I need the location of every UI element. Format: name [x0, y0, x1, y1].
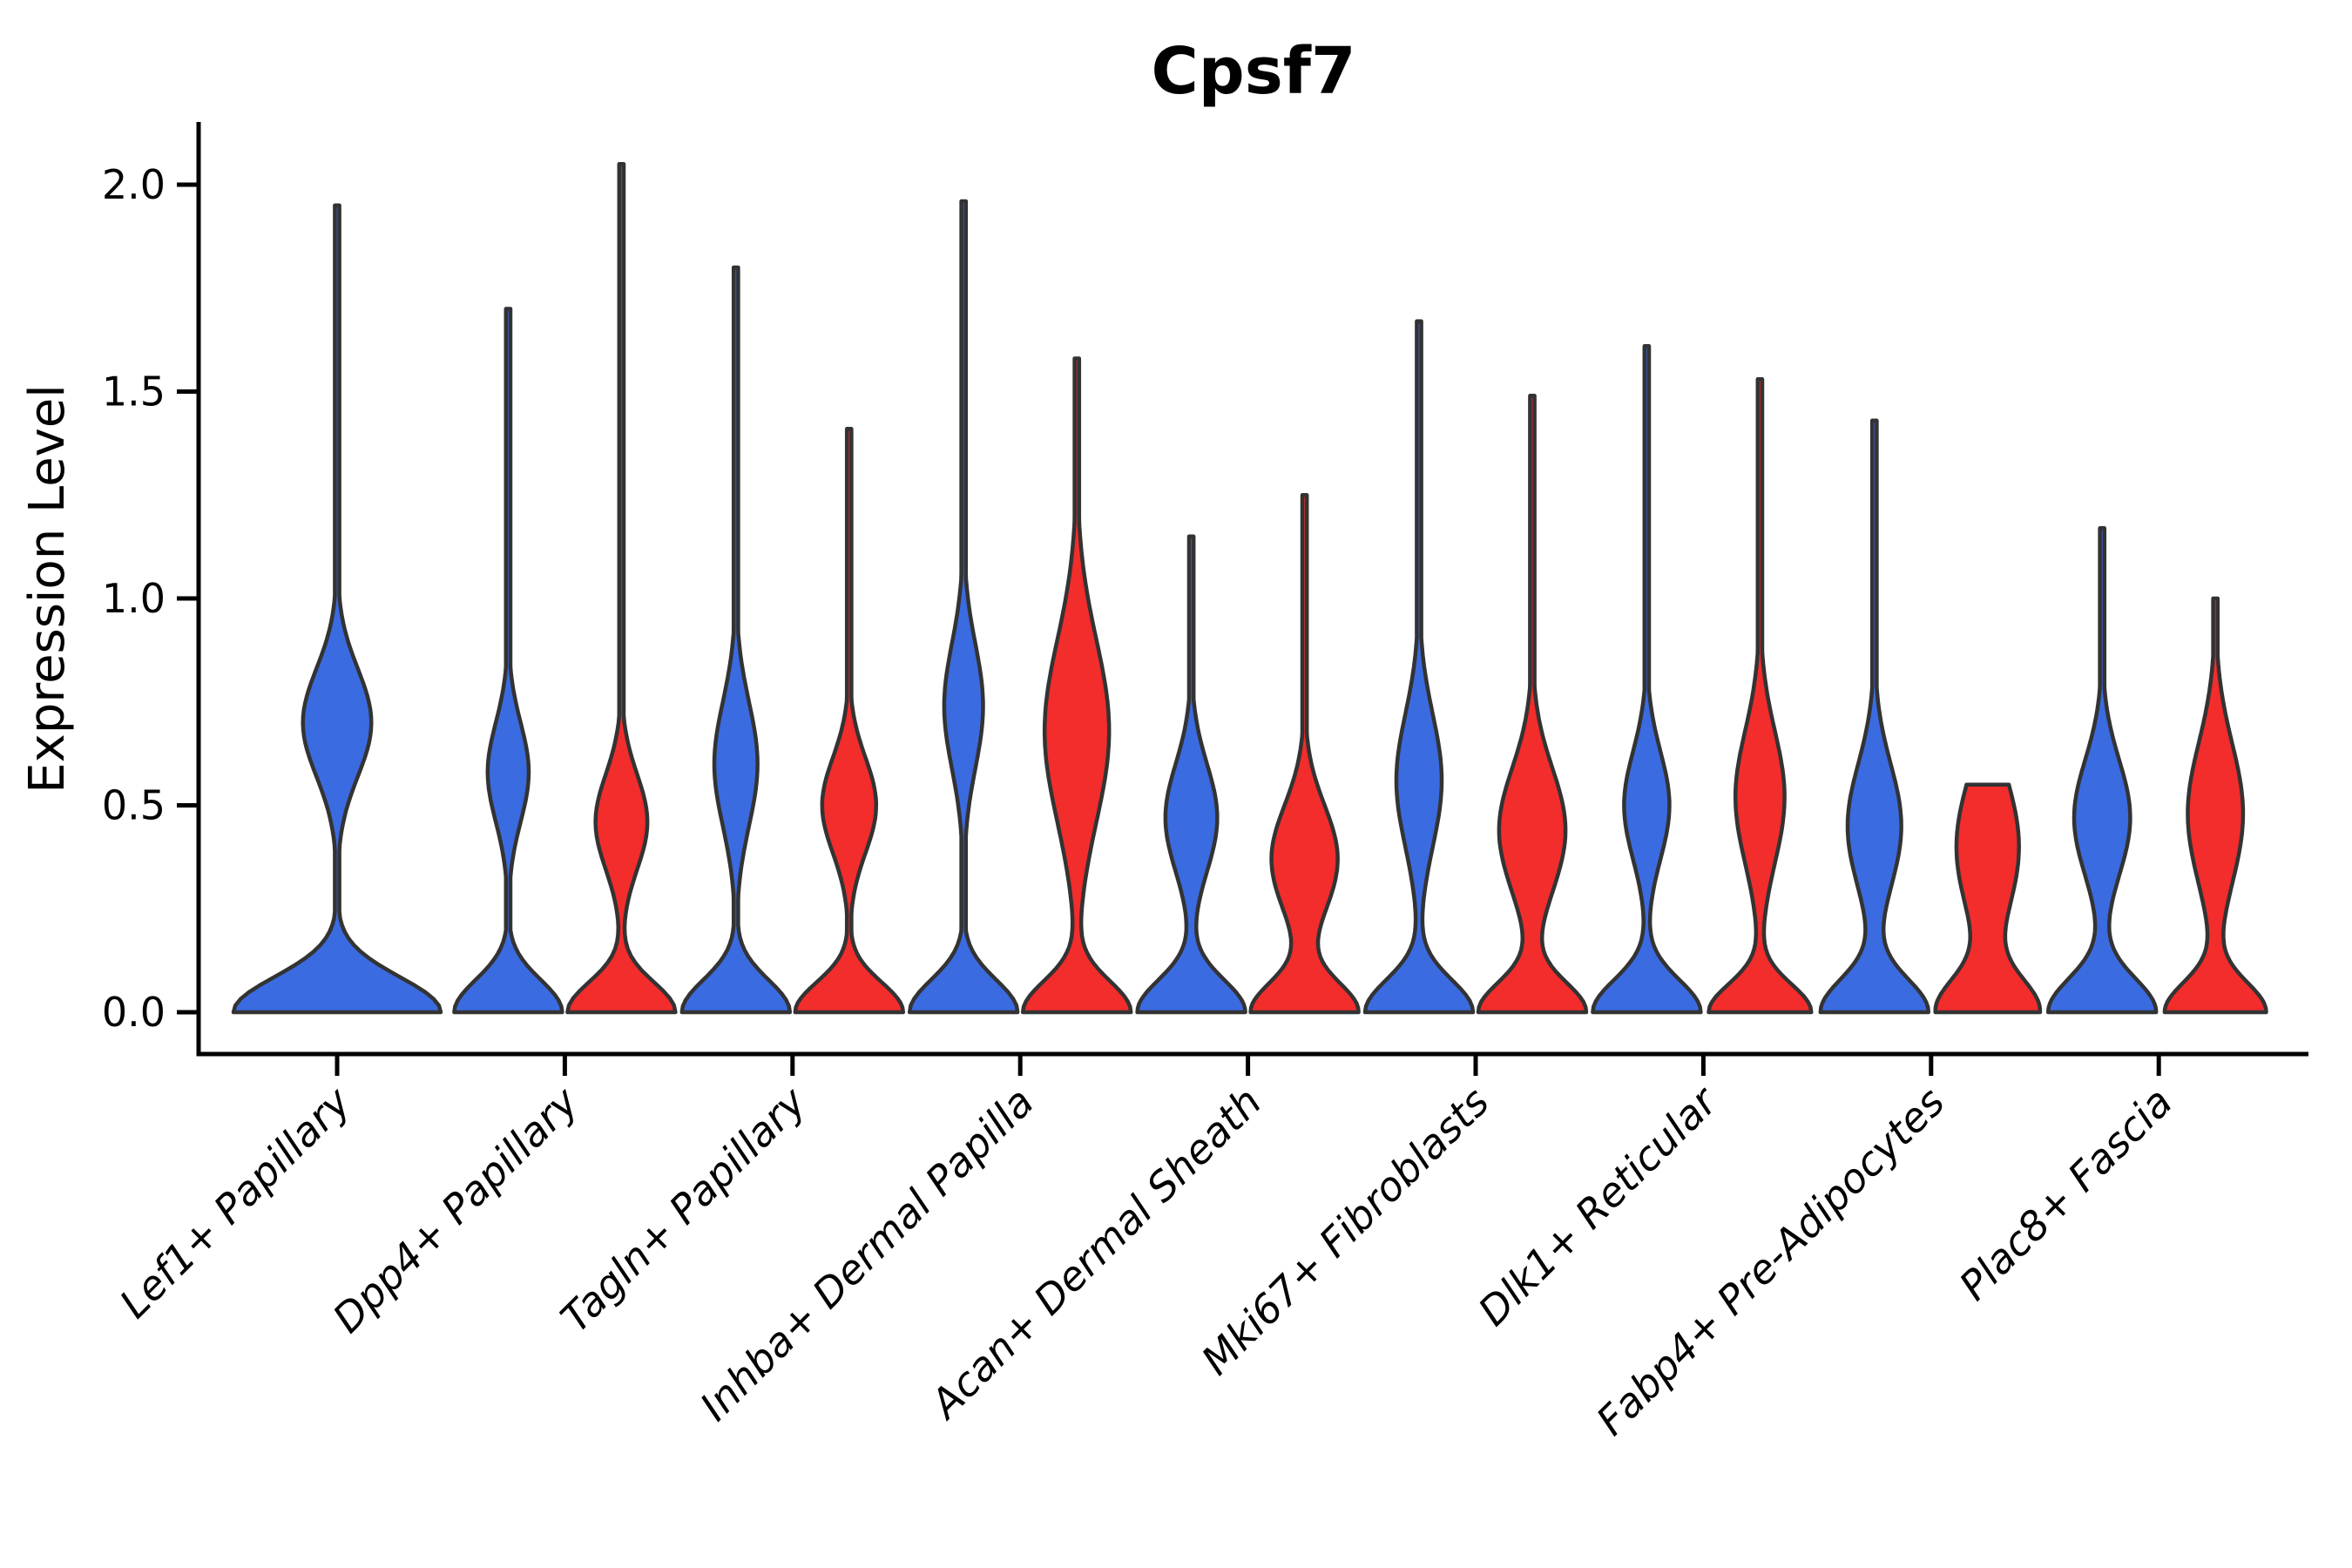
y-tick-label: 0.5 — [102, 782, 166, 829]
y-tick-label: 1.0 — [102, 575, 166, 622]
y-axis-label: Expression Level — [19, 384, 76, 794]
violin-lef1-papillary-blue — [231, 203, 443, 1015]
y-tick-label: 2.0 — [102, 161, 166, 208]
violin-plac8-fascia-red — [2162, 596, 2268, 1015]
chart-title: Cpsf7 — [1151, 34, 1355, 109]
violin-tagln-papillary-blue — [679, 265, 793, 1015]
violin-inhba-dermal-papilla-blue — [907, 199, 1020, 1015]
violins-layer — [231, 162, 2268, 1015]
violin-dlk1-reticular-blue — [1591, 344, 1703, 1015]
y-tick-label: 1.5 — [102, 368, 166, 416]
violin-mki67-fibroblasts-red — [1476, 394, 1589, 1015]
y-tick-label: 0.0 — [102, 989, 166, 1036]
x-tick-label-tagln-papillary: Tagln+ Papillary — [551, 1078, 815, 1342]
violin-plac8-fascia-blue — [2045, 526, 2159, 1015]
violin-fabp4-pre-adipocytes-blue — [1818, 418, 1931, 1015]
violin-dlk1-reticular-red — [1707, 377, 1814, 1015]
violin-dpp4-papillary-blue — [452, 307, 564, 1015]
x-tick-label-lef1-papillary: Lef1+ Papillary — [111, 1078, 360, 1327]
violin-acan-dermal-sheath-blue — [1135, 534, 1247, 1015]
x-tick-label-dpp4-papillary: Dpp4+ Papillary — [324, 1078, 588, 1342]
violin-inhba-dermal-papilla-red — [1020, 356, 1133, 1015]
violin-mki67-fibroblasts-blue — [1362, 319, 1476, 1015]
violin-acan-dermal-sheath-red — [1248, 493, 1361, 1015]
violin-dpp4-papillary-red — [565, 162, 678, 1015]
violin-fabp4-pre-adipocytes-red — [1933, 782, 2043, 1015]
x-tick-label-plac8-fascia: Plac8+ Fascia — [1950, 1078, 2181, 1309]
violin-tagln-papillary-red — [793, 427, 906, 1015]
x-tick-label-dlk1-reticular: Dlk1+ Reticular — [1470, 1076, 1728, 1335]
